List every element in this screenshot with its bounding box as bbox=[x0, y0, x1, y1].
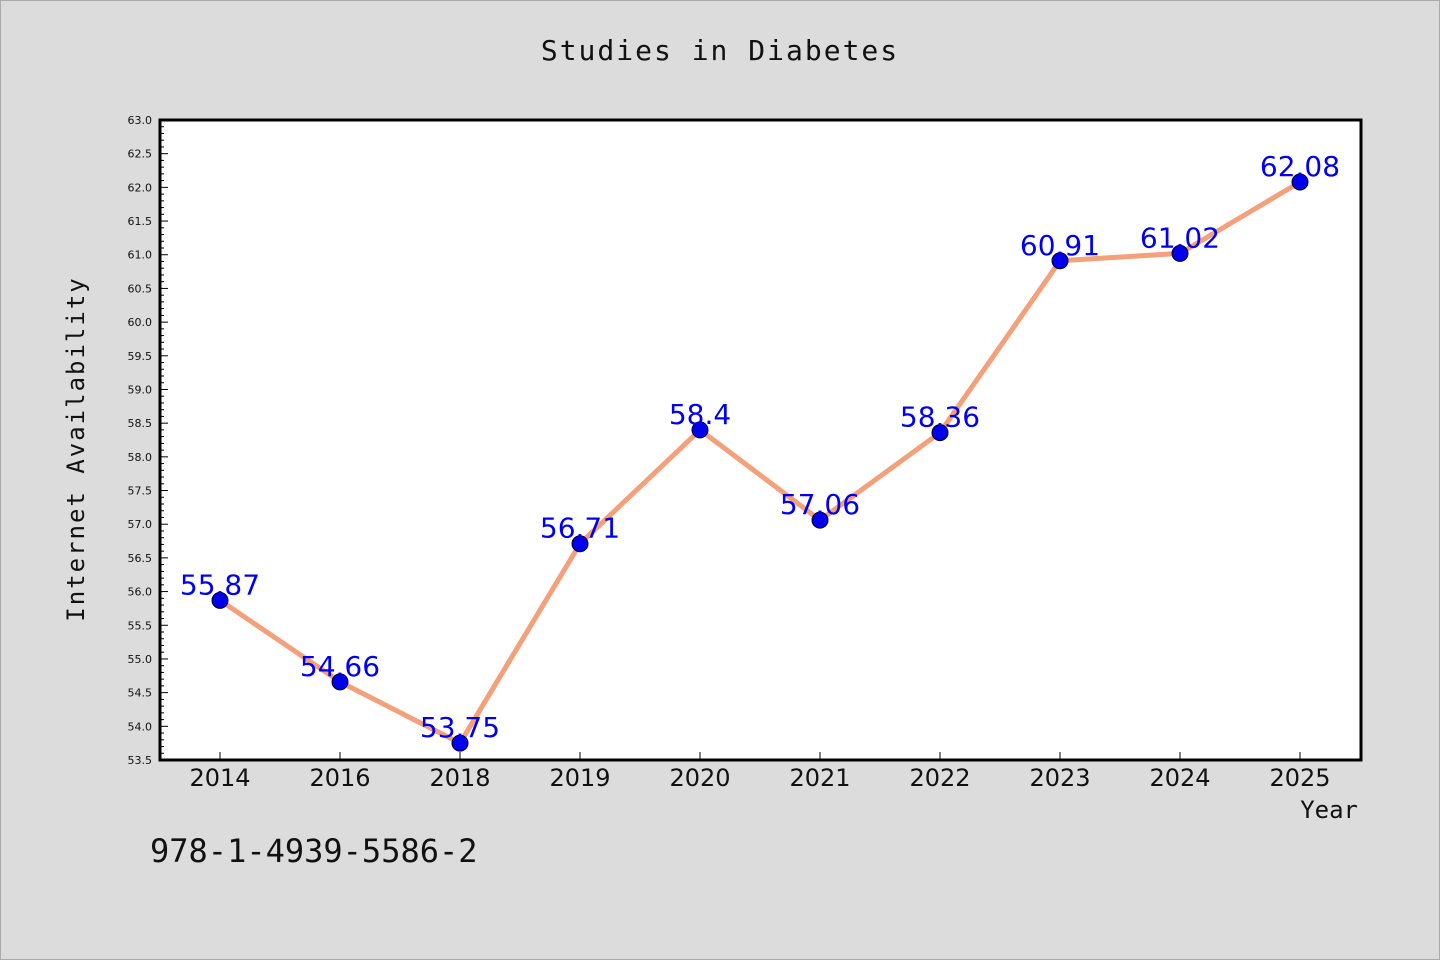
y-tick-label: 57.5 bbox=[128, 485, 153, 498]
y-tick-label: 53.5 bbox=[128, 754, 153, 767]
y-tick-label: 59.0 bbox=[128, 383, 153, 396]
data-label: 57.06 bbox=[780, 488, 860, 521]
x-tick-label: 2023 bbox=[1029, 764, 1090, 792]
data-label: 61.02 bbox=[1140, 221, 1220, 254]
x-tick-label: 2025 bbox=[1269, 764, 1330, 792]
data-point-marker bbox=[811, 511, 829, 529]
data-point-marker bbox=[451, 734, 469, 752]
y-tick-label: 62.5 bbox=[128, 148, 153, 161]
data-label: 58.4 bbox=[669, 398, 731, 431]
x-tick-label: 2020 bbox=[669, 764, 730, 792]
series-line bbox=[217, 179, 1303, 746]
data-point-marker bbox=[931, 424, 949, 442]
plot-area bbox=[158, 118, 1363, 762]
y-tick-label: 58.0 bbox=[128, 451, 153, 464]
x-tick-label: 2019 bbox=[549, 764, 610, 792]
data-label: 54.66 bbox=[300, 650, 380, 683]
data-labels-group: 55.87 54.66 53.75 56.71 58.4 57.06 58.36 60.91 6… bbox=[180, 150, 1340, 744]
x-tick-label: 2018 bbox=[429, 764, 490, 792]
x-tick-label: 2014 bbox=[189, 764, 250, 792]
y-tick-label: 61.5 bbox=[128, 215, 153, 228]
data-label: 62.08 bbox=[1260, 150, 1340, 183]
x-axis-label: Year bbox=[1300, 796, 1358, 824]
y-tick-label: 54.5 bbox=[128, 687, 153, 700]
x-tick-label: 2022 bbox=[909, 764, 970, 792]
y-tick-label: 54.0 bbox=[128, 720, 153, 733]
data-label: 56.71 bbox=[540, 512, 620, 545]
y-tick-label: 57.0 bbox=[128, 518, 153, 531]
data-label: 55.87 bbox=[180, 568, 260, 601]
data-point-marker bbox=[211, 591, 229, 609]
data-point-marker bbox=[1051, 252, 1069, 270]
series-line-group bbox=[211, 173, 1309, 752]
data-label: 58.36 bbox=[900, 401, 980, 434]
data-point-marker bbox=[1291, 173, 1309, 191]
isbn-text: 978-1-4939-5586-2 bbox=[150, 832, 478, 870]
data-point-marker bbox=[1171, 244, 1189, 262]
y-tick-label: 55.0 bbox=[128, 653, 153, 666]
x-tick-label: 2016 bbox=[309, 764, 370, 792]
y-tick-label: 56.5 bbox=[128, 552, 153, 565]
x-tick-label: 2021 bbox=[789, 764, 850, 792]
y-tick-label: 59.5 bbox=[128, 350, 153, 363]
y-tick-label: 56.0 bbox=[128, 586, 153, 599]
data-point-marker bbox=[331, 673, 349, 691]
data-label: 60.91 bbox=[1020, 229, 1100, 262]
y-tick-label: 58.5 bbox=[128, 417, 153, 430]
y-tick-label: 61.0 bbox=[128, 249, 153, 262]
x-tick-label: 2024 bbox=[1149, 764, 1210, 792]
data-point-marker bbox=[571, 535, 589, 553]
y-tick-label: 62.0 bbox=[128, 181, 153, 194]
y-axis: 53.5 54.0 54.5 55.0 55.5 56.0 56.5 57.0 57.5 58.0… bbox=[128, 114, 168, 767]
x-axis: 2014 2016 2018 2019 2020 2021 2022 2023 2024 2025 bbox=[189, 752, 1331, 792]
y-tick-label: 63.0 bbox=[128, 114, 153, 127]
data-point-marker bbox=[691, 421, 709, 439]
y-tick-label: 60.5 bbox=[128, 282, 153, 295]
y-tick-label: 55.5 bbox=[128, 619, 153, 632]
y-tick-label: 60.0 bbox=[128, 316, 153, 329]
data-label: 53.75 bbox=[420, 711, 500, 744]
chart-title: Studies in Diabetes bbox=[540, 34, 900, 67]
